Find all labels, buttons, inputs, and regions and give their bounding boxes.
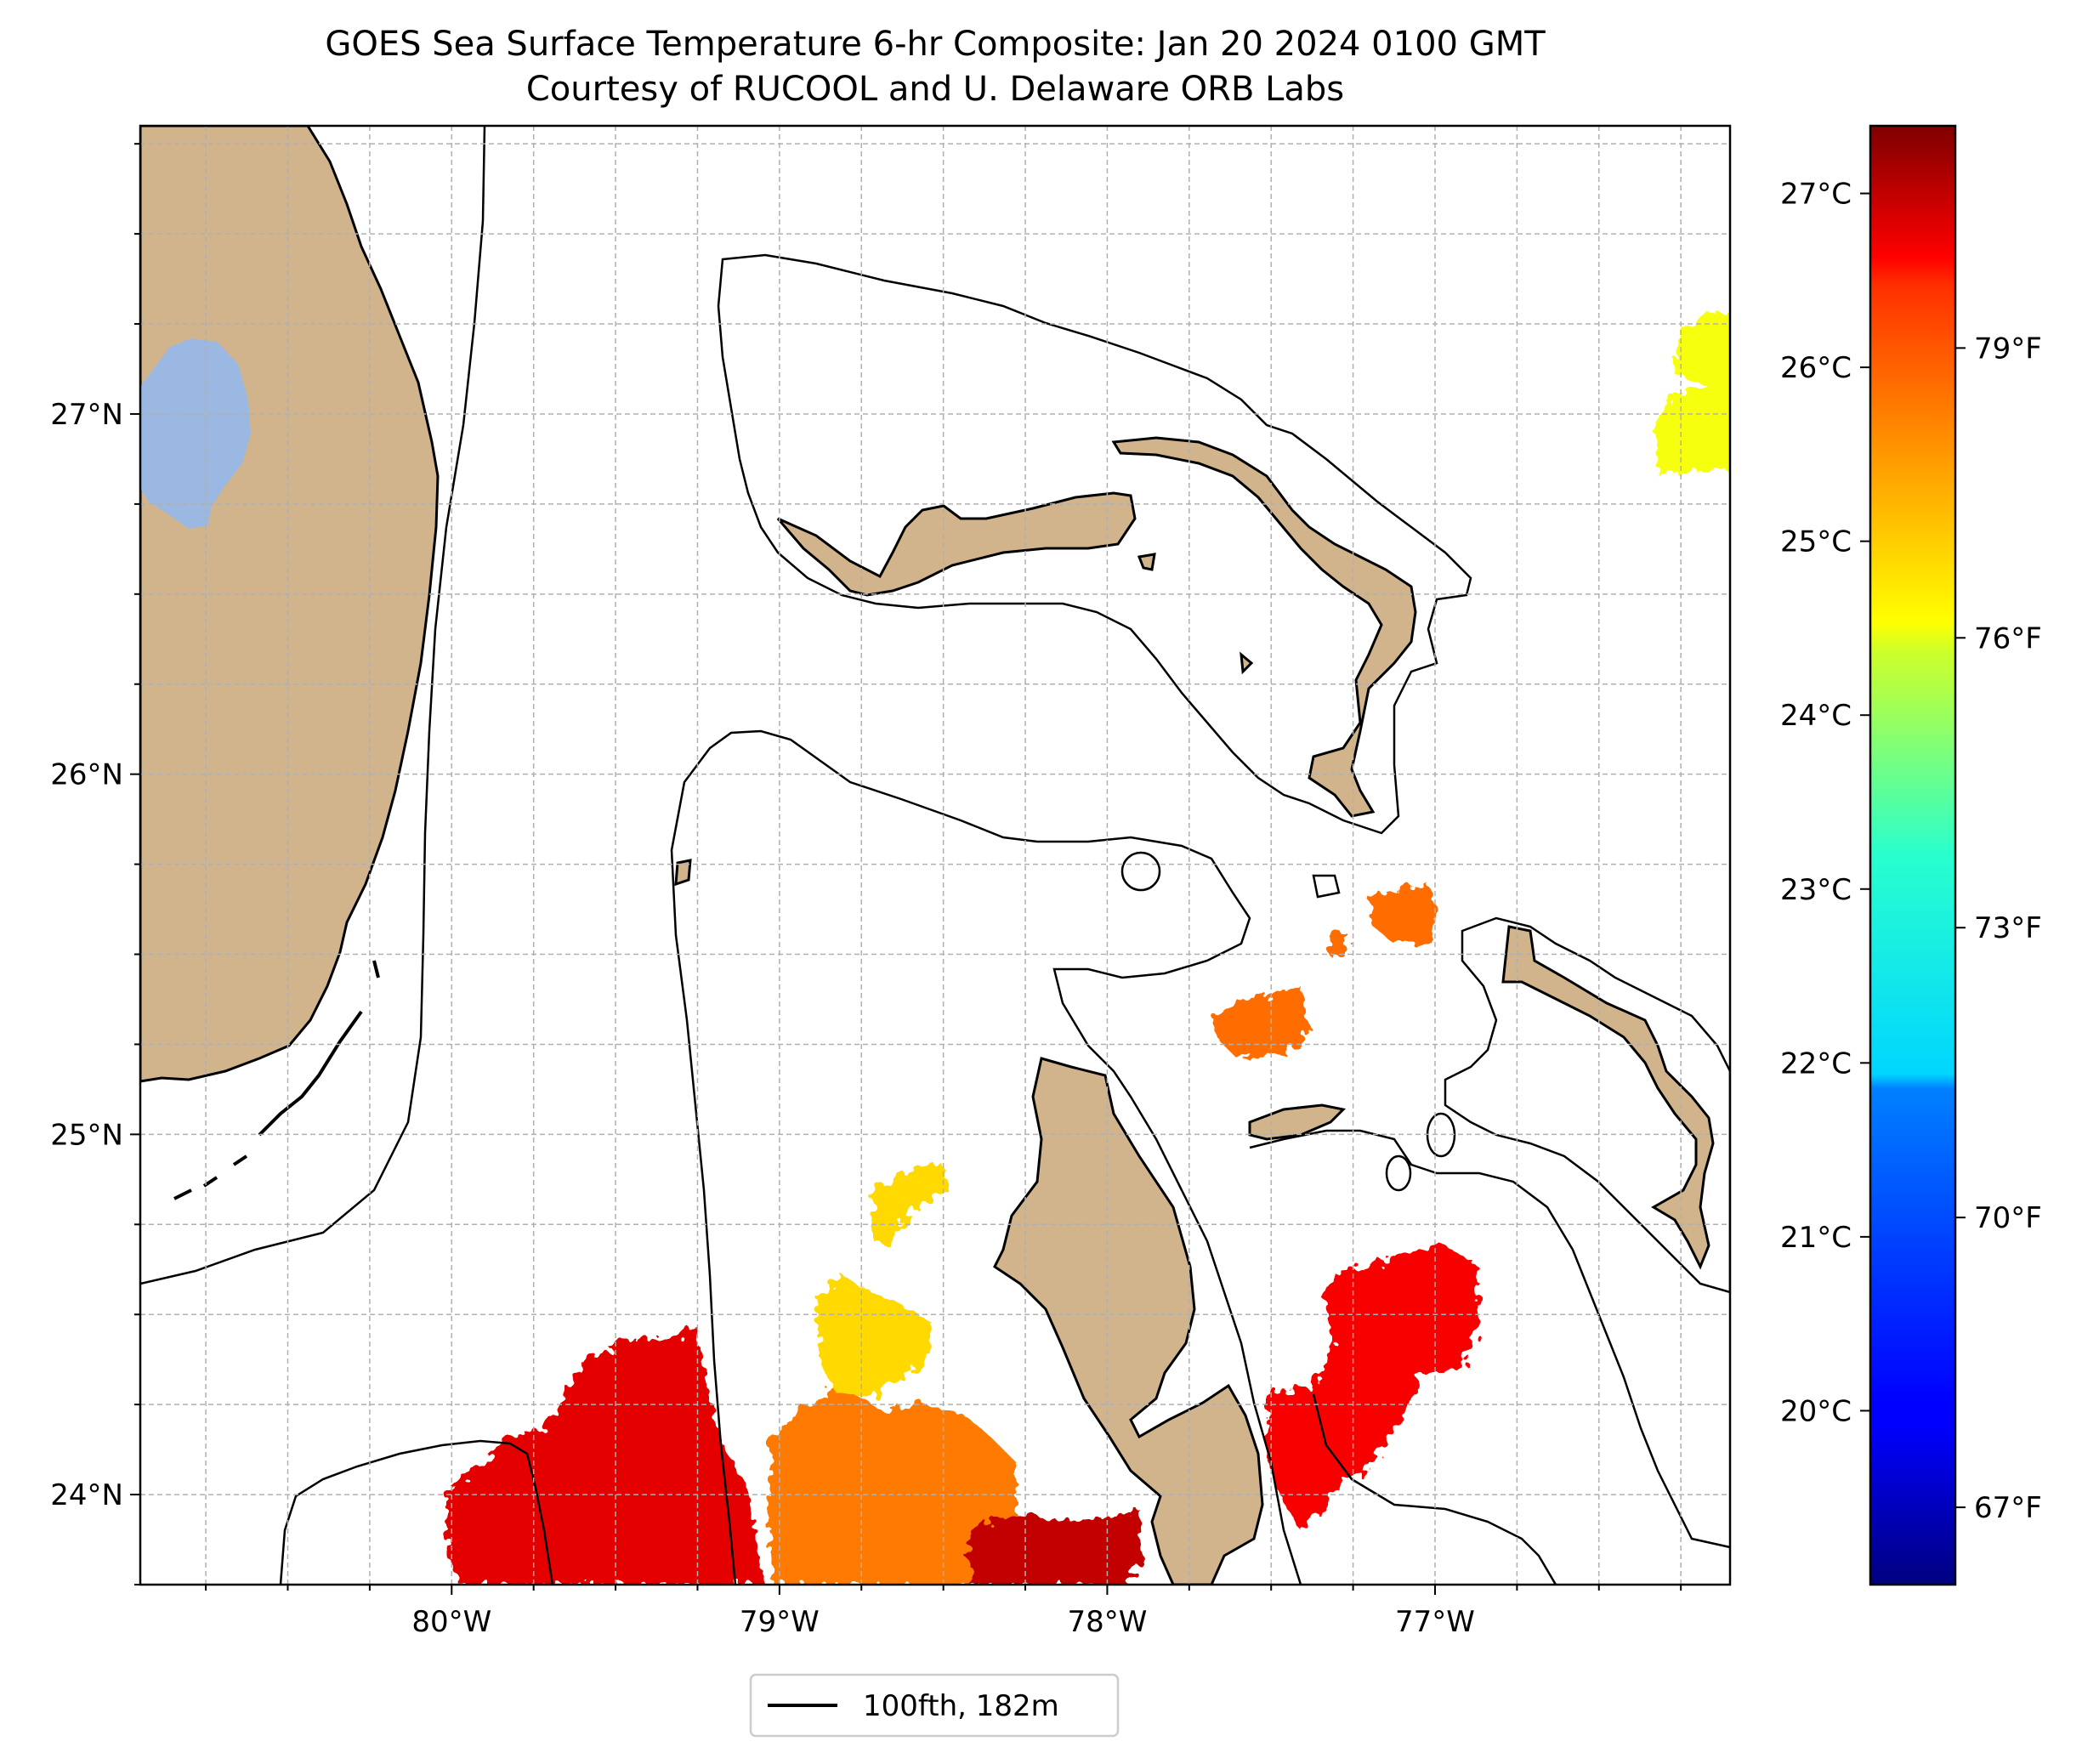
colorbar-celsius-axis: 20°C 21°C 22°C 23°C 24°C 25°C 26°C 27°C <box>1780 178 1870 1428</box>
fahrenheit-tick-label: 79°F <box>1974 332 2042 366</box>
latitude-axis: 24°N 25°N 26°N 27°N <box>50 143 140 1585</box>
colorbar-fahrenheit-axis: 67°F 70°F 73°F 76°F 79°F <box>1955 332 2042 1525</box>
fahrenheit-tick-label: 73°F <box>1974 911 2042 945</box>
celsius-tick-label: 21°C <box>1780 1221 1852 1255</box>
colorbar-gradient <box>1869 124 1957 1586</box>
celsius-tick-label: 27°C <box>1780 178 1852 212</box>
contour-lines-100fth <box>140 126 1730 1585</box>
legend-contour-label: 100fth, 182m <box>863 1689 1059 1723</box>
celsius-tick-label: 22°C <box>1780 1046 1852 1081</box>
lake-okeechobee <box>140 338 251 529</box>
fahrenheit-tick-label: 67°F <box>1974 1491 2042 1525</box>
small-cay-1 <box>674 859 692 887</box>
southwest-patch <box>446 1326 765 1585</box>
celsius-tick-label: 23°C <box>1780 873 1852 907</box>
south-central-patch <box>769 1386 1016 1585</box>
small-cay-3 <box>1240 651 1254 675</box>
map-subtitle: Courtesy of RUCOOL and U. Delaware ORB L… <box>526 70 1344 109</box>
eleuthera-island <box>1501 925 1715 1270</box>
central-orange-patch <box>1211 884 1437 1058</box>
florida-keys <box>173 960 380 1200</box>
legend-box <box>749 1673 1120 1738</box>
longitude-axis: 80°W 79°W 78°W 77°W <box>205 1585 1682 1639</box>
small-cay-2 <box>1137 553 1156 571</box>
abaco-island <box>1111 436 1417 818</box>
celsius-tick-label: 25°C <box>1780 525 1852 559</box>
map-gridlines <box>140 126 1730 1585</box>
yellow-north-patch <box>816 1165 948 1398</box>
lon-tick-label: 77°W <box>1395 1605 1475 1639</box>
northeast-yellow-patch <box>1656 310 1730 476</box>
lon-tick-label: 79°W <box>740 1605 820 1639</box>
map-frame <box>139 124 1732 1586</box>
map-title: GOES Sea Surface Temperature 6-hr Compos… <box>325 25 1546 64</box>
south-red-patch <box>969 1509 1143 1585</box>
new-providence-island <box>1248 1103 1347 1141</box>
map-panel: 80°W 79°W 78°W 77°W 24°N 25°N 26°N 27°N <box>50 124 1732 1639</box>
fahrenheit-tick-label: 76°F <box>1974 621 2042 655</box>
sst-layer <box>446 310 1730 1585</box>
celsius-tick-label: 26°C <box>1780 351 1852 385</box>
andros-island <box>993 1057 1264 1585</box>
lon-tick-label: 78°W <box>1067 1605 1147 1639</box>
lat-tick-label: 27°N <box>50 398 123 432</box>
lon-tick-label: 80°W <box>411 1605 491 1639</box>
legend: 100fth, 182m <box>749 1673 1120 1738</box>
celsius-tick-label: 20°C <box>1780 1394 1852 1428</box>
lat-tick-label: 26°N <box>50 758 123 792</box>
southeast-patch <box>1267 1245 1479 1530</box>
celsius-tick-label: 24°C <box>1780 699 1852 733</box>
lat-tick-label: 25°N <box>50 1118 123 1152</box>
colorbar: 20°C 21°C 22°C 23°C 24°C 25°C 26°C 27°C 67°F 70°… <box>1780 124 2042 1586</box>
lat-tick-label: 24°N <box>50 1478 123 1512</box>
fahrenheit-tick-label: 70°F <box>1974 1201 2042 1235</box>
